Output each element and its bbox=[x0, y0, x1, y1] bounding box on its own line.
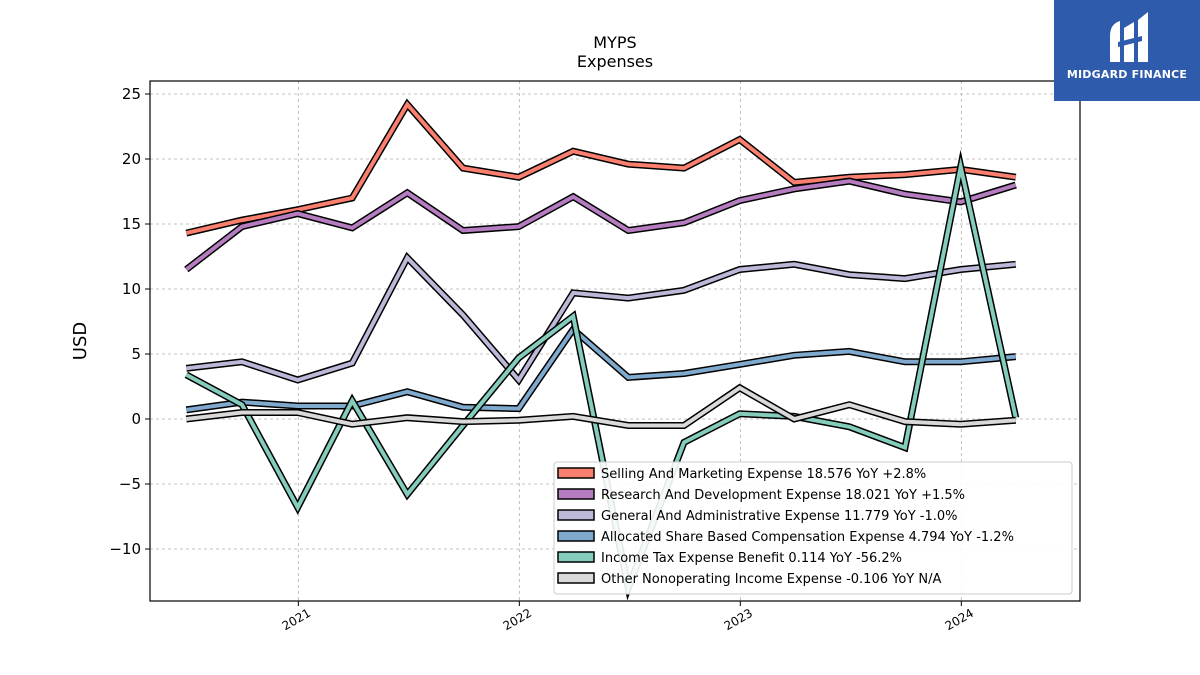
legend-swatch bbox=[557, 572, 595, 584]
x-tick-label: 2024 bbox=[943, 606, 976, 633]
series-2 bbox=[185, 251, 1017, 386]
series-line bbox=[185, 179, 1017, 272]
brand-logo: MIDGARD FINANCE bbox=[1054, 0, 1200, 101]
legend-swatch bbox=[557, 551, 595, 563]
legend-label: Research And Development Expense 18.021 … bbox=[601, 488, 965, 503]
legend-item: Allocated Share Based Compensation Expen… bbox=[557, 530, 1014, 545]
chart-subtitle: Expenses bbox=[577, 52, 653, 71]
chart-title: MYPS bbox=[593, 33, 636, 52]
legend-label: Income Tax Expense Benefit 0.114 YoY -56… bbox=[601, 551, 902, 566]
y-axis-label: USD bbox=[70, 322, 91, 360]
legend-swatch bbox=[557, 509, 595, 521]
legend-box bbox=[553, 461, 1073, 595]
series-line bbox=[186, 385, 1016, 428]
logo-mark-icon bbox=[1110, 12, 1148, 62]
legend-item: Research And Development Expense 18.021 … bbox=[557, 488, 965, 503]
x-tick-label: 2023 bbox=[722, 606, 755, 633]
y-tick-label: −10 bbox=[109, 540, 141, 558]
legend-swatch bbox=[557, 488, 595, 500]
legend-label: Other Nonoperating Income Expense -0.106… bbox=[601, 572, 941, 587]
y-tick-label: 25 bbox=[122, 85, 141, 103]
legend-item: General And Administrative Expense 11.77… bbox=[557, 509, 958, 524]
series-line bbox=[185, 157, 1018, 596]
legend-label: General And Administrative Expense 11.77… bbox=[601, 509, 958, 524]
legend-label: Allocated Share Based Compensation Expen… bbox=[601, 530, 1014, 545]
plot-frame bbox=[149, 80, 1081, 602]
y-tick-label: 10 bbox=[122, 280, 141, 298]
x-tick-label: 2022 bbox=[501, 606, 534, 633]
y-tick-label: 5 bbox=[131, 345, 141, 363]
legend-item: Other Nonoperating Income Expense -0.106… bbox=[557, 572, 941, 587]
y-tick-label: 15 bbox=[122, 215, 141, 233]
series-1 bbox=[184, 177, 1017, 273]
legend-item: Income Tax Expense Benefit 0.114 YoY -56… bbox=[557, 551, 902, 566]
series-lines bbox=[184, 98, 1020, 601]
y-axis-ticks: −10 −5 0 5 10 15 20 25 bbox=[109, 85, 150, 558]
series-line-outline bbox=[184, 177, 1017, 273]
series-line bbox=[185, 100, 1017, 236]
series-5 bbox=[185, 383, 1017, 429]
y-tick-label: 0 bbox=[131, 410, 141, 428]
series-4 bbox=[184, 149, 1020, 601]
legend: Selling And Marketing Expense 18.576 YoY… bbox=[553, 461, 1073, 595]
legend-item: Selling And Marketing Expense 18.576 YoY… bbox=[557, 467, 926, 482]
series-0 bbox=[185, 98, 1017, 237]
legend-swatch bbox=[557, 530, 595, 542]
x-tick-label: 2021 bbox=[280, 606, 313, 633]
legend-swatch bbox=[557, 467, 595, 479]
y-tick-label: −5 bbox=[119, 475, 141, 493]
y-tick-label: 20 bbox=[122, 150, 141, 168]
legend-label: Selling And Marketing Expense 18.576 YoY… bbox=[601, 467, 926, 482]
series-line-outline bbox=[185, 324, 1017, 414]
series-line bbox=[186, 254, 1016, 384]
brand-name: MIDGARD FINANCE bbox=[1066, 68, 1188, 81]
series-3 bbox=[185, 324, 1017, 414]
x-axis-ticks: 2021 2022 2023 2024 bbox=[280, 601, 976, 633]
series-line bbox=[186, 326, 1016, 412]
